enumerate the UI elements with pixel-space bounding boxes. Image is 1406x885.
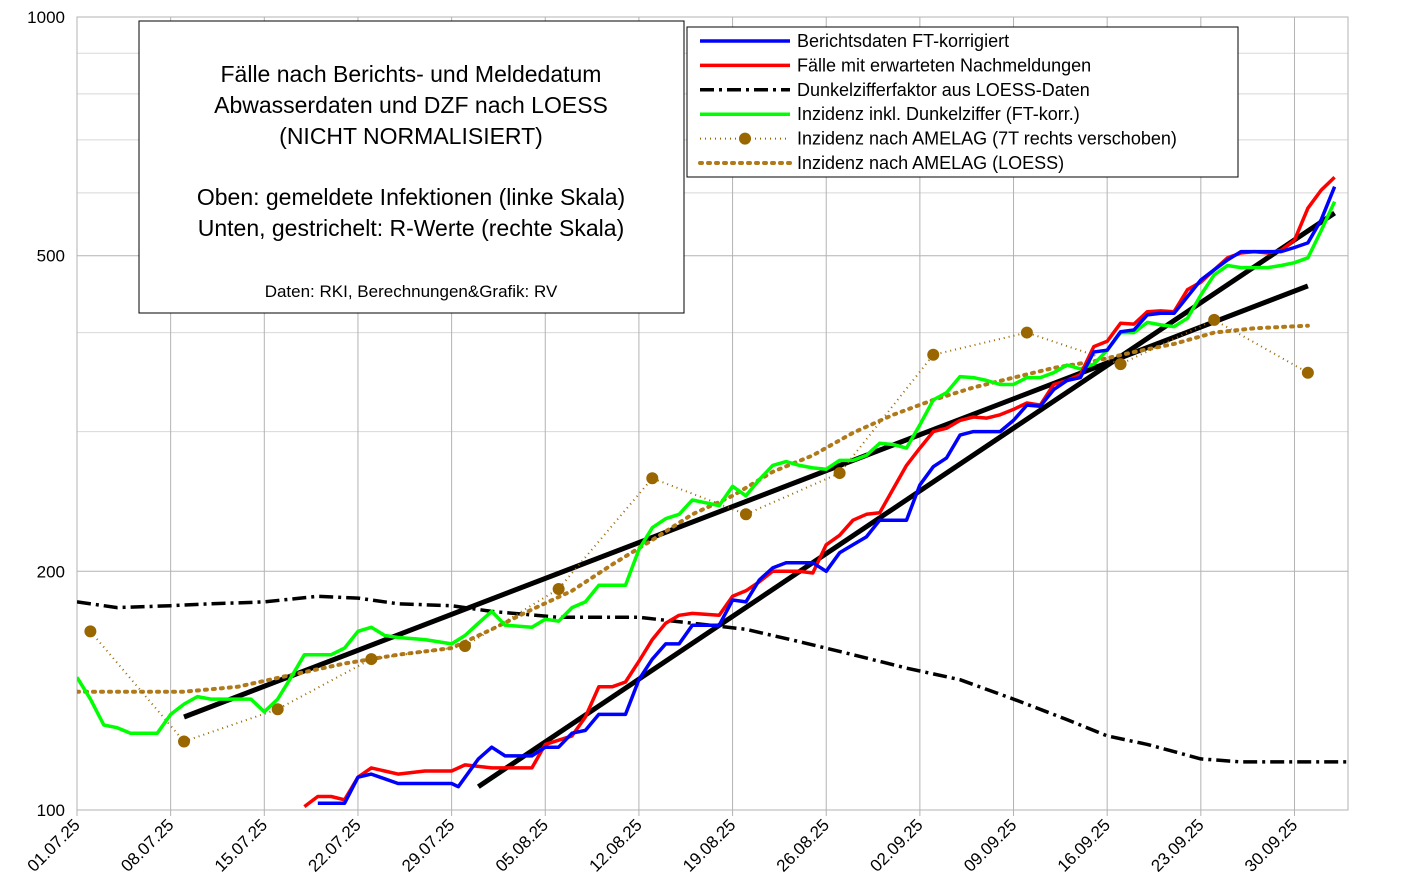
- x-tick-label: 29.07.25: [398, 815, 458, 875]
- x-tick-label: 30.09.25: [1241, 815, 1301, 875]
- x-tick-label: 01.07.25: [24, 815, 84, 875]
- x-tick-label: 02.09.25: [866, 815, 926, 875]
- y-tick-label: 200: [37, 562, 65, 581]
- series-line: [303, 175, 1336, 808]
- x-tick-label: 15.07.25: [211, 815, 271, 875]
- legend-label: Inzidenz inkl. Dunkelziffer (FT-korr.): [797, 104, 1080, 124]
- x-tick-label: 16.09.25: [1054, 815, 1114, 875]
- x-tick-label: 19.08.25: [679, 815, 739, 875]
- series-line: [317, 186, 1337, 805]
- x-tick-label: 22.07.25: [305, 815, 365, 875]
- legend-marker: [739, 132, 751, 145]
- trend-line: [183, 283, 1309, 720]
- x-tick-label: 09.09.25: [960, 815, 1020, 875]
- legend-label: Inzidenz nach AMELAG (7T rechts verschob…: [797, 129, 1177, 149]
- annotation-text: Oben: gemeldete Infektionen (linke Skala…: [197, 184, 625, 210]
- marker: [1301, 366, 1314, 379]
- marker: [833, 467, 846, 480]
- x-tick-label: 08.07.25: [117, 815, 177, 875]
- plot-frame: [76, 16, 1349, 811]
- marker: [458, 639, 471, 652]
- marker: [1114, 358, 1127, 371]
- y-tick-label: 1000: [27, 8, 65, 27]
- series-line: [77, 594, 1348, 764]
- y-tick-label: 500: [37, 247, 65, 266]
- x-tick-label: 05.08.25: [492, 815, 552, 875]
- x-tick-label: 23.09.25: [1147, 815, 1207, 875]
- marker: [927, 348, 940, 361]
- legend-label: Inzidenz nach AMELAG (LOESS): [797, 153, 1064, 173]
- marker: [271, 703, 284, 716]
- annotation-text: Unten, gestrichelt: R-Werte (rechte Skal…: [198, 215, 625, 241]
- marker: [552, 582, 565, 595]
- x-tick-label: 12.08.25: [586, 815, 646, 875]
- marker: [646, 472, 659, 485]
- annotation-text: Abwasserdaten und DZF nach LOESS: [214, 92, 608, 118]
- y-tick-label: 100: [37, 801, 65, 820]
- annotation-text: Fälle nach Berichts- und Meldedatum: [221, 61, 602, 87]
- series-line: [77, 323, 1310, 694]
- x-tick-label: 26.08.25: [773, 815, 833, 875]
- annotation-box: [138, 20, 685, 314]
- marker: [1020, 326, 1033, 339]
- legend-label: Dunkelzifferfaktor aus LOESS-Daten: [797, 80, 1090, 100]
- legend-label: Fälle mit erwarteten Nachmeldungen: [797, 55, 1091, 75]
- annotation-text: (NICHT NORMALISIERT): [279, 123, 543, 149]
- series-line: [77, 200, 1337, 735]
- series-line: [89, 318, 1309, 743]
- annotation-text: Daten: RKI, Berechnungen&Grafik: RV: [265, 282, 558, 301]
- legend-box: [686, 26, 1239, 178]
- marker: [84, 625, 97, 638]
- marker: [365, 653, 378, 666]
- legend-label: Berichtsdaten FT-korrigiert: [797, 31, 1009, 51]
- marker: [739, 508, 752, 521]
- marker: [1208, 313, 1221, 326]
- marker: [178, 735, 191, 748]
